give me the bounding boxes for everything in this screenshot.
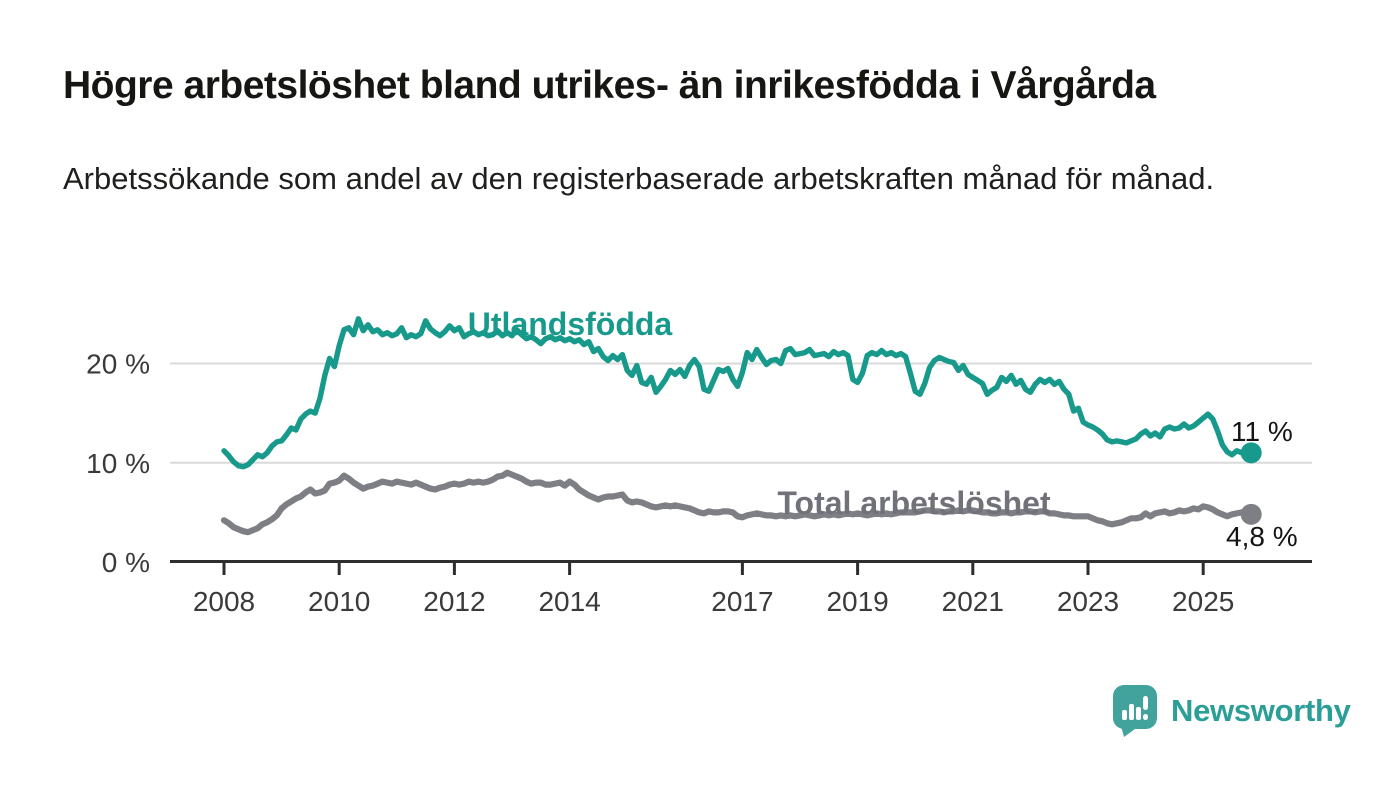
y-tick-label: 20 %	[86, 349, 150, 380]
y-tick-label: 10 %	[86, 448, 150, 479]
end-value-label-utlandsfodda: 11 %	[1231, 416, 1293, 447]
series-label-utlandsfodda: Utlandsfödda	[468, 306, 673, 342]
x-tick-label: 2012	[423, 586, 485, 617]
series-end-dot-utlandsfodda	[1240, 442, 1262, 464]
exclamation-dot	[1143, 714, 1148, 720]
bubble-body	[1113, 685, 1157, 729]
series-label-total: Total arbetslöshet	[777, 485, 1051, 521]
page-title: Högre arbetslöshet bland utrikes- än inr…	[63, 64, 1156, 107]
bar-3	[1136, 707, 1141, 720]
page-subtitle: Arbetssökande som andel av den registerb…	[63, 161, 1215, 196]
x-tick-label: 2019	[826, 586, 888, 617]
x-tick-label: 2023	[1057, 586, 1119, 617]
series-line-utlandsfodda	[221, 316, 1254, 470]
x-tick-label: 2014	[538, 586, 600, 617]
x-tick-label: 2010	[308, 586, 370, 617]
newsworthy-logo-icon	[1113, 685, 1157, 737]
bar-1	[1122, 710, 1127, 720]
speech-bubble-chart-icon	[1113, 685, 1157, 737]
x-tick-label: 2017	[711, 586, 773, 617]
y-tick-label: 0 %	[102, 547, 150, 578]
end-value-label-total: 4,8 %	[1226, 521, 1298, 552]
bar-2	[1129, 704, 1134, 720]
exclamation-line	[1143, 696, 1148, 710]
newsworthy-logo-text: Newsworthy	[1171, 693, 1351, 728]
x-tick-label: 2025	[1172, 586, 1234, 617]
x-tick-label: 2008	[193, 586, 255, 617]
x-tick-label: 2021	[942, 586, 1004, 617]
series-end-dot-total	[1240, 503, 1262, 525]
newsworthy-logo: Newsworthy	[1112, 684, 1351, 738]
series-line-total	[220, 469, 1255, 536]
